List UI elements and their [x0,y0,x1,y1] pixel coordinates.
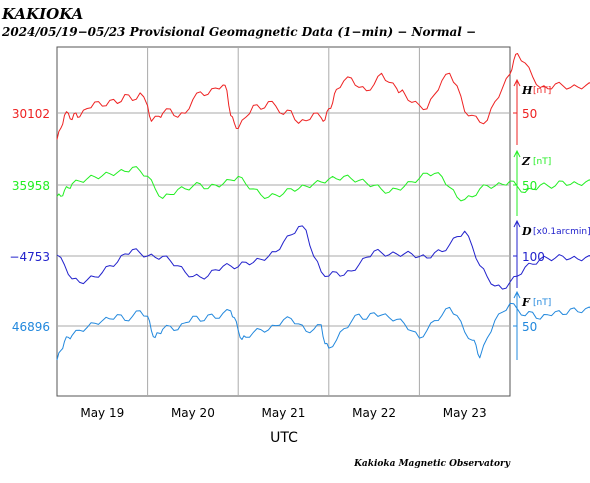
x-axis-label: UTC [270,430,298,446]
component-unit-h: [nT] [533,86,551,96]
plot-frame [56,46,511,397]
component-name-f: F [521,296,531,309]
x-tick-label: May 20 [171,406,215,420]
chart-subtitle: 2024/05/19−05/23 Provisional Geomagnetic… [1,25,476,39]
x-tick-label: May 21 [262,406,306,420]
x-tick-label: May 19 [80,406,124,420]
observatory-credit: Kakioka Magnetic Observatory [353,459,511,469]
trace-h [56,53,590,140]
component-name-h: H [521,84,533,97]
trace-d [56,225,590,290]
axis-arrow-z [513,149,521,158]
scale-tick-h: 50 [522,107,537,121]
station-title: KAKIOKA [1,5,83,23]
baseline-label-f: 46896 [12,320,50,334]
baseline-label-h: 30102 [12,107,50,121]
baseline-label-d: −4753 [9,250,50,264]
x-tick-labels: May 19 May 20 May 21 May 22 May 23 [80,406,486,420]
baseline-labels: 30102 35958 −4753 46896 [9,107,50,334]
grid [57,47,510,396]
x-tick-label: May 22 [352,406,396,420]
axis-arrow-d [513,219,521,228]
traces [56,53,590,361]
component-name-z: Z [521,155,531,168]
axis-arrow-f [513,290,521,299]
component-unit-f: [nT] [533,298,551,308]
trace-z [56,166,590,202]
trace-f [56,302,590,361]
axis-arrow-h [513,78,521,87]
scale-tick-d: 100 [522,250,545,264]
scale-tick-z: 50 [522,179,537,193]
component-unit-d: [x0.1arcmin] [533,227,590,237]
component-name-d: D [521,225,532,238]
baseline-label-z: 35958 [12,179,50,193]
x-tick-label: May 23 [443,406,487,420]
component-unit-z: [nT] [533,157,551,167]
scale-tick-f: 50 [522,320,537,334]
